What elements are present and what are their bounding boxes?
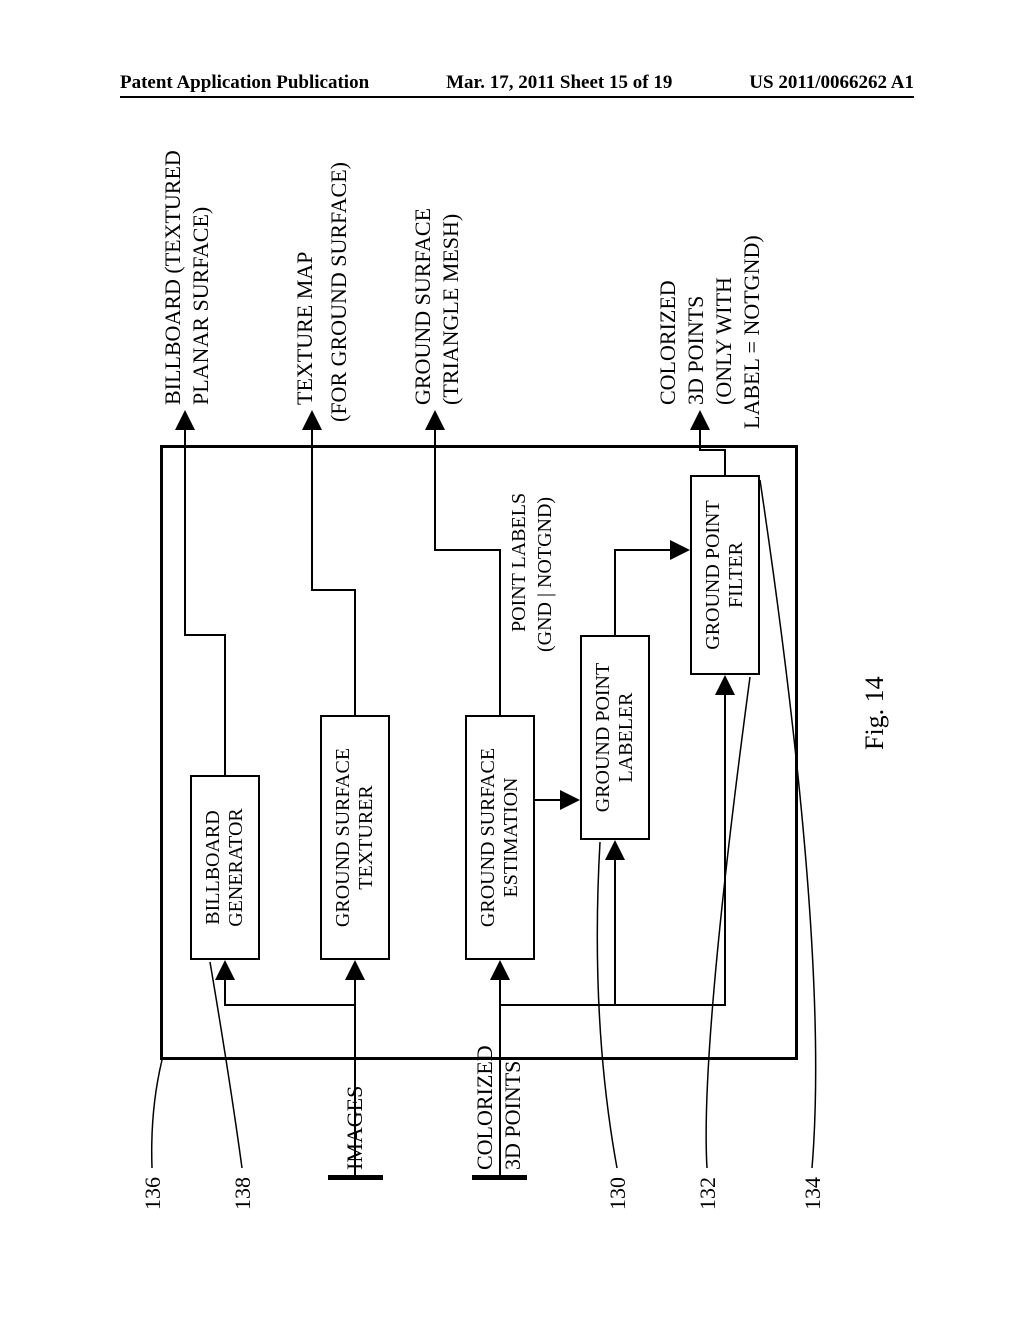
diagram: BILLBOARD GENERATOR GROUND SURFACE TEXTU… (60, 150, 960, 1250)
header-center: Mar. 17, 2011 Sheet 15 of 19 (446, 72, 672, 94)
diagram-viewport: BILLBOARD GENERATOR GROUND SURFACE TEXTU… (60, 150, 960, 1250)
line-bbgen-out (185, 412, 225, 775)
connector-svg (60, 150, 960, 1250)
line-gse-out (435, 412, 500, 715)
header-right: US 2011/0066262 A1 (749, 72, 914, 94)
leader-136 (152, 1060, 162, 1168)
patent-page: Patent Application Publication Mar. 17, … (0, 0, 1024, 1320)
leader-134 (760, 480, 816, 1168)
header-rule (120, 96, 914, 98)
line-images-to-billboard (225, 962, 355, 1005)
line-gpl-to-gpf (615, 550, 688, 635)
leader-132 (706, 677, 750, 1168)
page-header: Patent Application Publication Mar. 17, … (0, 72, 1024, 94)
header-left: Patent Application Publication (120, 72, 369, 94)
line-gst-out (312, 412, 355, 715)
line-gpf-out (700, 412, 725, 475)
line-c3d-to-gpf (615, 677, 725, 1005)
